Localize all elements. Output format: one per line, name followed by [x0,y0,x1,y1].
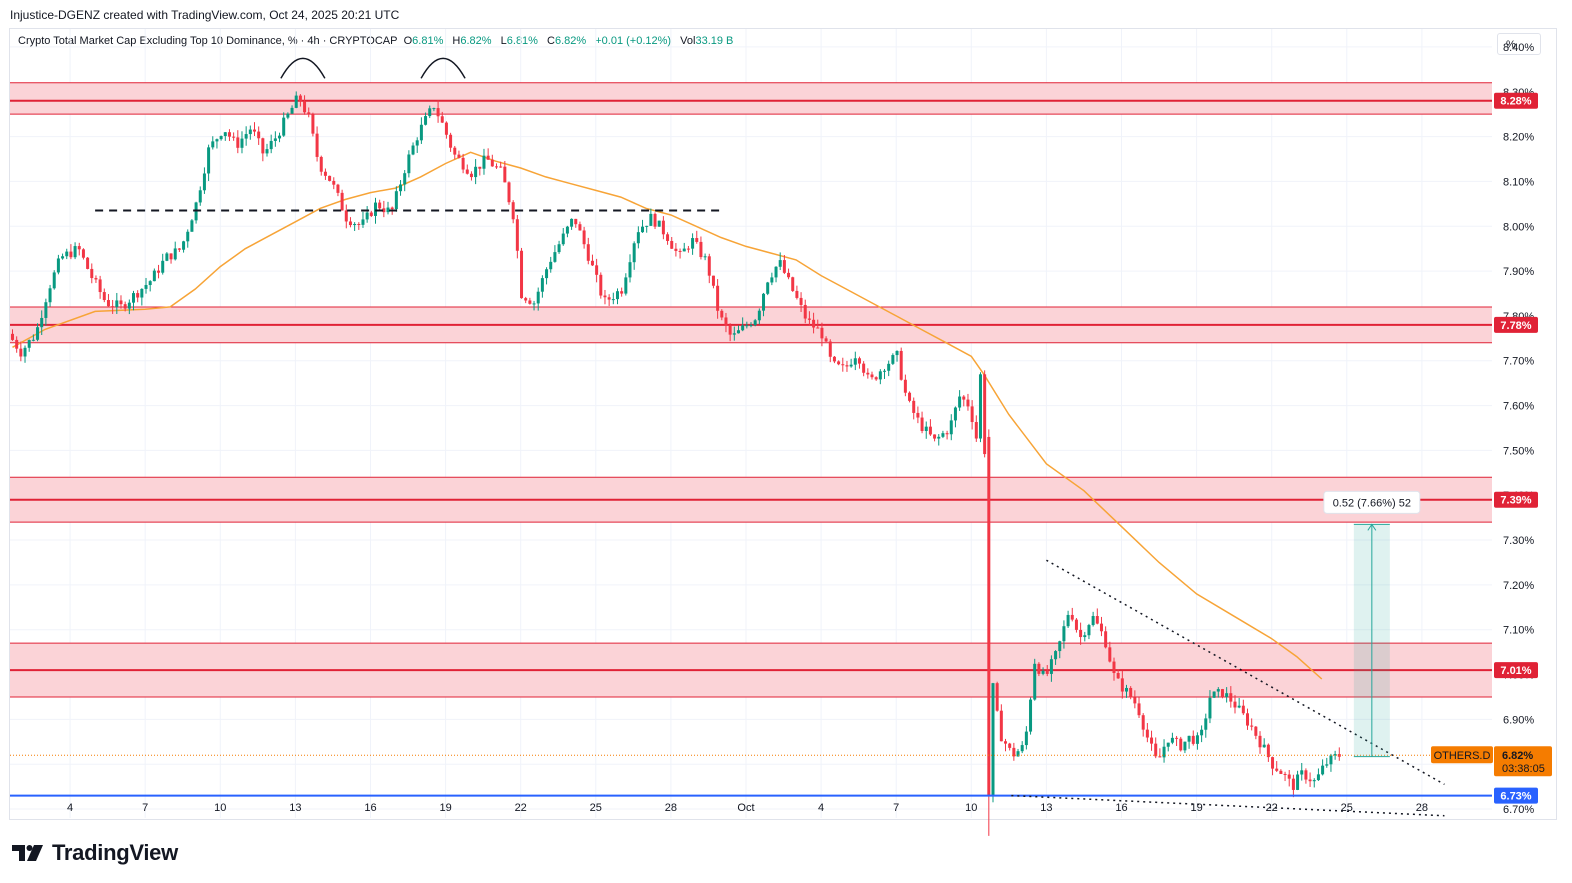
high-value: 6.82% [460,35,492,47]
open-value: 6.81% [412,35,444,47]
chart-frame [9,28,1557,820]
close-value: 6.82% [554,35,587,47]
scale-unit-button[interactable]: % [1497,33,1541,55]
tradingview-logo-icon [12,845,43,861]
low-label: L [500,35,507,47]
high-label: H [452,35,461,47]
volume-value: 33.19 B [695,35,734,47]
open-label: O [403,35,413,47]
volume-label: Vol [680,35,696,47]
change-value: +0.01 (+0.12%) [595,35,672,47]
tradingview-logo[interactable]: TradingView [12,840,178,866]
attribution-text: Injustice-DGENZ created with TradingView… [10,8,400,22]
close-label: C [547,35,555,47]
brand-name: TradingView [52,840,178,865]
low-value: 6.81% [506,35,538,47]
symbol-title[interactable]: Crypto Total Market Cap Excluding Top 10… [18,35,398,47]
chart-legend: Crypto Total Market Cap Excluding Top 10… [18,35,739,47]
